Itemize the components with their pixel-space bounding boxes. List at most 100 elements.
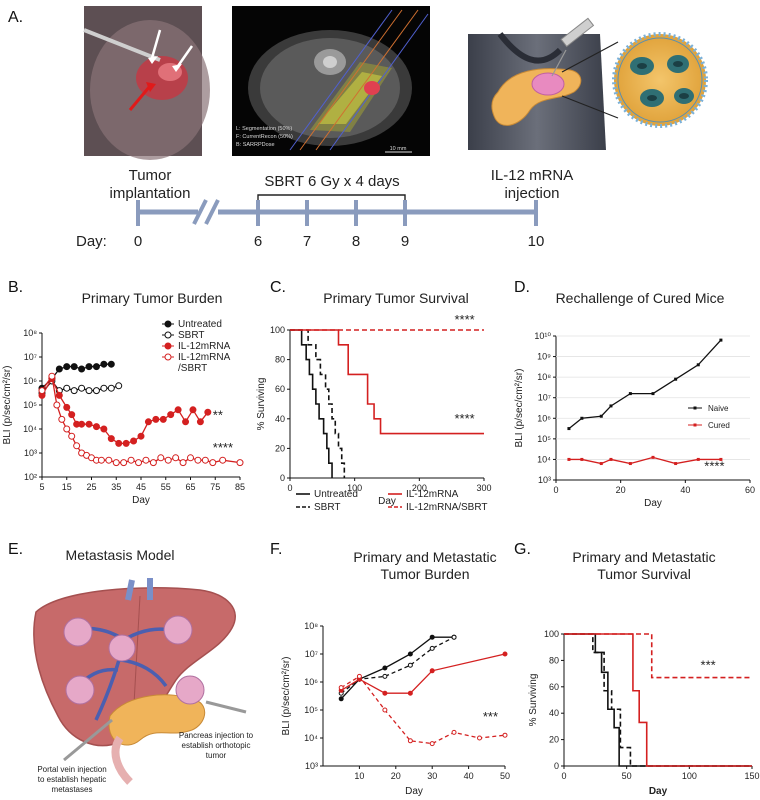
panel-e: E. Metastasis Model Portal vein injectio…	[8, 541, 254, 794]
panel-letter-d: D.	[514, 279, 530, 296]
series-il-12mrna-sbrt-point	[38, 387, 46, 395]
series-untreated-point	[92, 363, 100, 371]
series-il-12mrna-sbrt-point	[58, 415, 66, 423]
legend-label: Untreated	[178, 319, 222, 330]
series-naive-line	[568, 339, 722, 430]
survival-curve-untreated	[290, 329, 333, 478]
significance-stars: ****	[213, 440, 233, 455]
series-point-4	[407, 738, 413, 744]
series-il-12mrna-point	[100, 425, 108, 433]
series-cured-point	[599, 462, 603, 466]
chart-primary-tumor-burden: B. Primary Tumor Burden 5 15 25 35 45 55 65 75 85 1…	[2, 279, 245, 506]
tumor-implantation-label-1: Tumor	[129, 167, 172, 184]
panel-letter-c: C.	[270, 279, 286, 296]
x-tick-label: 0	[561, 771, 566, 781]
chart-rechallenge: D. Rechallenge of Cured Mice 0 20 40 60 10³ 10⁴…	[514, 279, 755, 509]
x-axis-label: Day	[649, 786, 668, 797]
series-point-1	[382, 665, 388, 671]
series-sbrt-point	[70, 387, 78, 395]
series-untreated-point	[85, 363, 93, 371]
series-untreated-point	[70, 363, 78, 371]
series-point-4	[502, 732, 508, 738]
day-tick: 10	[528, 233, 545, 250]
survival-curve-il-12mrna	[290, 329, 484, 435]
series-line-2	[340, 636, 455, 694]
series-cured-point	[628, 462, 632, 466]
injection-label-2: injection	[504, 185, 559, 202]
x-axis-label: Day	[378, 496, 396, 507]
y-tick-label: 10⁸	[23, 328, 37, 338]
day-tick: 9	[401, 233, 409, 250]
series-il-12mrna-sbrt-point	[48, 372, 56, 380]
x-tick-label: 200	[412, 483, 427, 493]
y-tick-label: 10²	[24, 472, 37, 482]
series-point-2	[382, 673, 388, 679]
y-tick-label: 20	[549, 735, 559, 745]
series-il-12mrna-sbrt-point	[179, 459, 187, 467]
x-tick-label: 25	[86, 482, 96, 492]
x-axis-label: Day	[405, 786, 423, 797]
series-naive-point	[628, 392, 632, 396]
series-il-12mrna-sbrt-point	[53, 401, 61, 409]
timeline	[136, 199, 538, 226]
series-naive-point	[580, 416, 584, 420]
legend-swatch-marker	[693, 423, 697, 427]
y-tick-label: 80	[549, 655, 559, 665]
ct-overlay-line-1: L: Segmentation (50%)	[236, 126, 292, 132]
significance-stars: **	[213, 407, 223, 422]
series-il-12mrna-point	[63, 403, 71, 411]
ct-overlay-line-2: F: CurrentRecon (50%)	[236, 134, 293, 140]
survival-curve-sbrt	[290, 329, 346, 478]
syringe-icon	[560, 17, 595, 48]
x-tick-label: 300	[476, 483, 491, 493]
x-tick-label: 75	[210, 482, 220, 492]
day-tick: 0	[134, 233, 142, 250]
legend-swatch-marker	[164, 353, 172, 361]
series-untreated-point	[78, 365, 86, 373]
x-tick-label: 15	[62, 482, 72, 492]
portal-label-1: Portal vein injection	[37, 765, 106, 774]
series-naive-point	[674, 377, 678, 381]
portal-label-2: to establish hepatic	[38, 775, 107, 784]
series-il-12mrna-point	[159, 415, 167, 423]
series-il-12mrna-sbrt-point	[73, 442, 81, 450]
x-tick-label: 40	[464, 771, 474, 781]
series-cured-point	[580, 457, 584, 461]
chart-title: Primary Tumor Burden	[82, 290, 223, 306]
y-tick-label: 10⁵	[304, 705, 318, 715]
series-il-12mrna-sbrt-point	[112, 459, 120, 467]
series-point-4	[338, 685, 344, 691]
significance-stars: ****	[454, 411, 474, 426]
y-tick-label: 40	[275, 414, 285, 424]
series-cured-point	[567, 457, 571, 461]
x-tick-label: 35	[111, 482, 121, 492]
y-tick-label: 100	[270, 325, 285, 335]
survival-curve-2	[564, 633, 752, 767]
series-untreated-line	[41, 363, 112, 389]
series-naive-point	[567, 427, 571, 431]
chart-title-line-2: Tumor Burden	[381, 566, 470, 582]
series-il-12mrna-sbrt-point	[164, 456, 172, 464]
needle-icon	[63, 718, 113, 762]
series-il-12mrna-sbrt-point	[194, 456, 202, 464]
y-tick-label: 10⁶	[23, 376, 37, 386]
panel-letter-f: F.	[270, 541, 282, 558]
legend-label: IL-12mRNA	[178, 352, 231, 363]
x-tick-label: 150	[744, 771, 759, 781]
panel-a: A.	[8, 6, 708, 250]
series-il-12mrna-sbrt-point	[135, 459, 143, 467]
sbrt-label: SBRT 6 Gy x 4 days	[264, 173, 399, 190]
series-sbrt-point	[92, 387, 100, 395]
pancreas-label-3: tumor	[206, 751, 227, 760]
y-tick-label: 10⁷	[305, 649, 318, 659]
series-il-12mrna-point	[115, 439, 123, 447]
legend-label: Naive	[708, 404, 729, 413]
legend-label: /SBRT	[178, 363, 207, 374]
y-tick-label: 10⁴	[23, 424, 37, 434]
ct-overlay-line-3: B: SARRPDose	[236, 142, 275, 148]
y-tick-label: 0	[280, 473, 285, 483]
x-tick-label: 85	[235, 482, 245, 492]
series-cured-point	[696, 457, 700, 461]
series-il-12mrna-sbrt-point	[105, 456, 113, 464]
